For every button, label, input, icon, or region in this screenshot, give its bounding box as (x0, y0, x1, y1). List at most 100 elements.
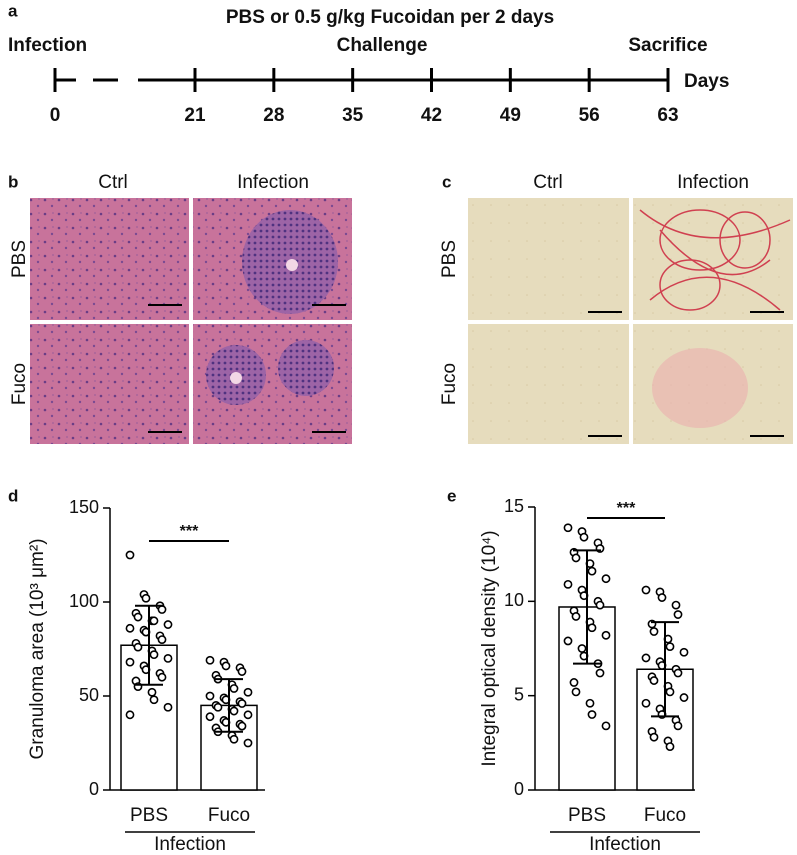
bar-chart: d Granuloma area (10³ μm²) 0 50 100 150 PBS Fuc… (8, 486, 265, 855)
y-tick-label: 15 (504, 496, 524, 516)
panel-label: b (8, 172, 18, 191)
data-point (595, 668, 605, 678)
data-point (649, 627, 659, 636)
row-label: Fuco (439, 363, 460, 405)
data-point (579, 532, 589, 542)
significance-label: *** (180, 523, 199, 540)
panel-label: a (8, 1, 18, 20)
row-label: PBS (439, 240, 460, 278)
error-bar (573, 549, 601, 665)
data-point (679, 647, 689, 657)
data-point (671, 600, 681, 610)
data-point (673, 610, 683, 619)
data-point (587, 623, 597, 633)
row-label: PBS (9, 240, 30, 278)
data-point (679, 693, 689, 702)
data-point (213, 702, 223, 712)
column-label: Infection (677, 172, 749, 193)
data-point (149, 616, 159, 626)
y-tick-label: 0 (89, 779, 99, 799)
data-point (569, 678, 579, 687)
panel-label: d (8, 486, 18, 505)
panel-label: e (447, 486, 456, 505)
data-point (243, 687, 253, 697)
day-label: 28 (263, 105, 284, 126)
data-point (601, 630, 611, 640)
panel-label: c (442, 172, 451, 191)
y-tick-label: 50 (79, 685, 99, 705)
phase-label: Challenge (337, 35, 428, 56)
data-point (563, 523, 573, 533)
day-label: 0 (50, 105, 61, 126)
data-point (243, 738, 253, 748)
day-label: 56 (579, 105, 600, 126)
data-point (571, 612, 581, 621)
column-label: Infection (237, 172, 309, 193)
data-point (237, 667, 247, 676)
column-label: Ctrl (98, 172, 128, 193)
data-point (125, 710, 135, 720)
phase-label: Sacrifice (628, 35, 707, 56)
significance-label: *** (617, 500, 636, 517)
data-point (157, 672, 167, 682)
data-point (163, 654, 173, 663)
data-point (585, 698, 595, 708)
y-axis-label: Integral optical density (10⁴) (479, 530, 500, 766)
micrograph-grid (468, 198, 793, 444)
data-point (563, 579, 573, 589)
y-tick-label: 0 (514, 779, 524, 799)
error-bar (651, 621, 679, 718)
data-point (641, 698, 651, 708)
data-point (649, 732, 659, 742)
x-tick-label: PBS (130, 805, 168, 826)
data-point (237, 721, 247, 731)
day-label: 49 (500, 105, 521, 126)
data-point (149, 650, 159, 660)
y-tick-label: 10 (504, 590, 524, 610)
data-point (657, 593, 667, 602)
day-label: 21 (184, 105, 206, 126)
data-point (163, 620, 173, 629)
data-point (133, 642, 143, 652)
y-tick-label: 100 (69, 591, 99, 611)
data-point (163, 702, 173, 712)
day-label: 63 (657, 105, 678, 126)
group-label: Infection (154, 834, 226, 855)
data-point (157, 605, 167, 614)
data-point (125, 657, 135, 667)
error-bar (135, 604, 163, 686)
data-point (571, 553, 581, 563)
data-point (229, 734, 239, 744)
data-point (601, 721, 611, 731)
data-point (237, 699, 247, 708)
axis-label: Days (684, 71, 729, 92)
day-label: 35 (342, 105, 364, 126)
data-point (229, 684, 239, 693)
data-point (601, 574, 611, 584)
data-point (665, 742, 675, 752)
data-point (571, 687, 581, 697)
data-point (587, 566, 597, 576)
data-point (577, 644, 587, 653)
data-point (157, 635, 167, 644)
data-point (665, 642, 675, 652)
data-point (221, 661, 231, 671)
x-tick-label: PBS (568, 805, 606, 826)
data-point (147, 687, 157, 697)
panel-title: PBS or 0.5 g/kg Fucoidan per 2 days (226, 7, 554, 28)
data-point (587, 710, 597, 719)
data-point (141, 593, 151, 603)
error-bar (215, 678, 243, 733)
data-point (125, 550, 135, 560)
phase-label: Infection (8, 35, 87, 56)
y-tick-label: 5 (514, 684, 524, 704)
row-label: Fuco (9, 363, 30, 405)
column-label: Ctrl (533, 172, 563, 193)
y-tick-label: 150 (69, 497, 99, 517)
data-point (649, 676, 659, 685)
x-tick-label: Fuco (208, 805, 250, 826)
data-point (641, 585, 651, 595)
micrograph-grid (30, 198, 352, 444)
data-point (125, 623, 135, 633)
